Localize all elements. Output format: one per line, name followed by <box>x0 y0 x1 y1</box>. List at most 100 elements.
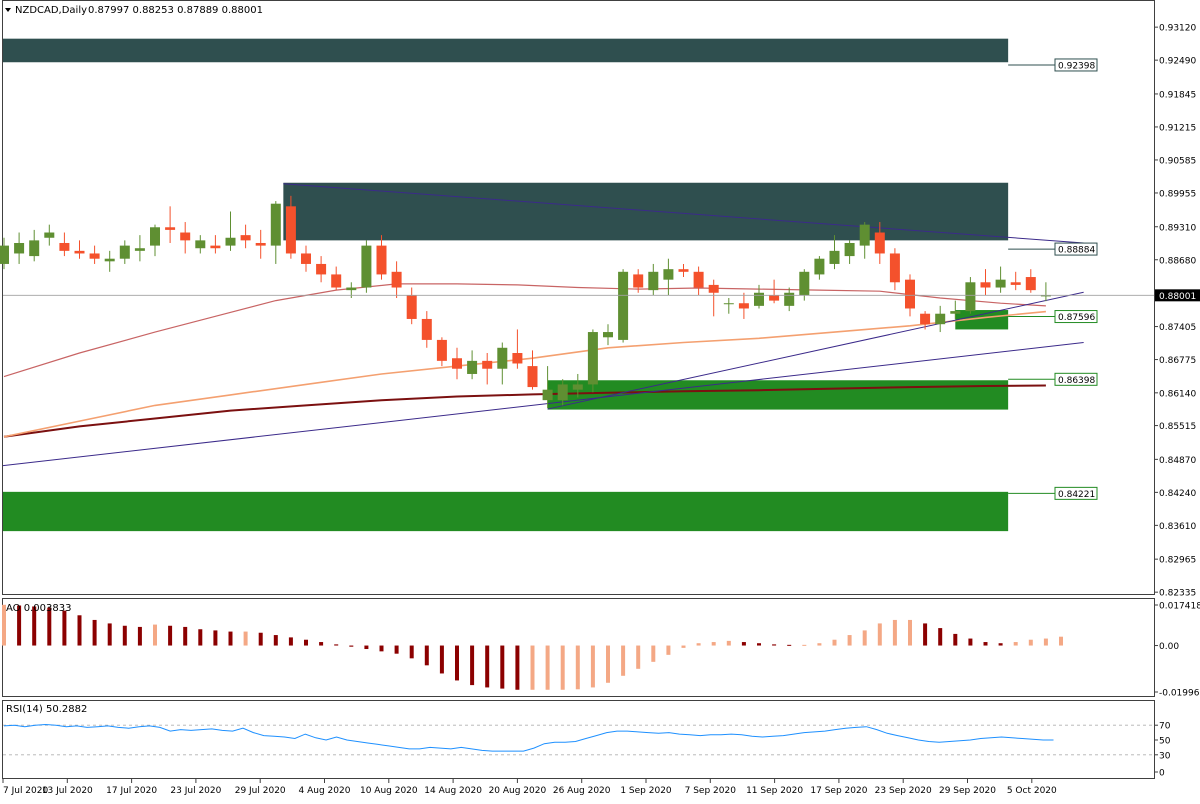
candle <box>467 350 478 380</box>
ao-bar <box>908 619 912 646</box>
candle-body <box>150 227 160 246</box>
price-tick-label: 0.89955 <box>1159 189 1196 199</box>
candle <box>1040 282 1051 302</box>
candle <box>950 300 961 319</box>
candle-body <box>920 313 931 325</box>
rsi-tick-label: 70 <box>1159 722 1171 732</box>
candle <box>150 224 160 257</box>
candle <box>14 232 25 264</box>
trendline-2[interactable] <box>547 291 1084 410</box>
ao-bar <box>575 645 580 690</box>
rsi-line <box>3 723 1054 752</box>
candle-body <box>754 292 764 306</box>
level-label-box[interactable] <box>1054 372 1098 386</box>
candle <box>527 350 538 390</box>
ao-bar <box>304 639 308 646</box>
candle <box>497 342 508 385</box>
price-axis: 0.93120 0.92490 0.91845 0.91215 0.90585 0.899… <box>1154 24 1200 599</box>
candle <box>633 269 644 293</box>
candle <box>376 235 387 280</box>
candle <box>557 379 568 406</box>
candle-body <box>874 232 885 254</box>
candle-body <box>391 271 402 288</box>
candle <box>195 235 206 254</box>
ao-bar <box>2 604 6 646</box>
candle <box>1025 269 1036 293</box>
candle-body <box>738 303 749 309</box>
candle-body <box>557 384 568 401</box>
candle-body <box>980 282 991 288</box>
candle <box>693 266 704 296</box>
candle <box>331 266 342 291</box>
level-label-box[interactable] <box>1054 242 1098 256</box>
candle <box>119 240 130 264</box>
candle-body <box>1010 282 1021 285</box>
price-tick-label: 0.84870 <box>1159 456 1196 466</box>
candle <box>844 240 855 264</box>
candle <box>603 324 613 346</box>
ao-tick-label: 0.017418 <box>1159 602 1200 612</box>
ao-bar <box>726 640 731 646</box>
candle-body <box>723 303 734 305</box>
price-tick-label: 0.87405 <box>1159 323 1196 333</box>
rsi-axis: 70 50 30 0 <box>1154 722 1171 779</box>
candle-body <box>225 237 236 246</box>
level-label-box[interactable] <box>1054 310 1098 324</box>
candle-body <box>663 269 674 280</box>
ao-bar <box>606 645 610 683</box>
candle <box>754 284 764 309</box>
ao-bar <box>892 619 897 646</box>
ao-bar <box>168 625 173 646</box>
ao-bar <box>77 615 82 646</box>
symbol-label[interactable]: NZDCAD,Daily <box>15 5 87 16</box>
candle <box>89 245 100 264</box>
trendline-0[interactable] <box>283 183 1084 244</box>
date-tick-label: 14 Aug 2020 <box>424 786 482 796</box>
ao-tick-label: 0.00 <box>1159 642 1179 652</box>
zone-3 <box>955 310 1009 330</box>
candle-body <box>1025 277 1036 291</box>
ao-bar <box>1043 638 1048 646</box>
ao-bar <box>621 645 626 676</box>
ao-panel-frame <box>2 598 1155 697</box>
date-tick-label: 23 Jul 2020 <box>170 786 221 796</box>
candle <box>406 287 417 325</box>
main-panel-frame <box>2 0 1155 595</box>
candle <box>663 258 674 296</box>
ao-bar <box>319 642 324 646</box>
candle-body <box>769 295 780 301</box>
symbol-dropdown-icon[interactable] <box>5 8 11 12</box>
price-tick-label: 0.91215 <box>1159 123 1196 133</box>
ao-bar <box>772 644 777 646</box>
candle-body <box>316 263 327 275</box>
candle-body <box>376 245 387 275</box>
candle-body <box>618 271 629 340</box>
rsi-layer <box>3 723 1154 756</box>
candle <box>1010 271 1021 291</box>
trendline-1[interactable] <box>2 342 1084 467</box>
candle-body <box>1040 295 1051 297</box>
candle-body <box>180 232 191 241</box>
candle <box>74 240 85 259</box>
price-tick-label: 0.86775 <box>1159 356 1196 366</box>
candle <box>995 266 1006 293</box>
candle <box>708 279 719 317</box>
level-label-box[interactable] <box>1054 58 1098 72</box>
ao-bar <box>681 645 686 648</box>
date-tick-label: 7 Sep 2020 <box>685 786 737 796</box>
ao-bar <box>711 642 716 646</box>
ao-bar <box>62 610 67 646</box>
ao-bar <box>137 626 142 646</box>
candle <box>421 311 432 348</box>
candle-body <box>44 232 55 238</box>
date-tick-label: 17 Sep 2020 <box>810 786 867 796</box>
candle-body <box>633 274 644 288</box>
candle-body <box>693 271 704 288</box>
ao-bar <box>590 645 595 688</box>
ao-bar <box>560 645 565 690</box>
level-label-box[interactable] <box>1054 486 1098 500</box>
candle <box>29 229 40 262</box>
candle-body <box>844 242 855 257</box>
